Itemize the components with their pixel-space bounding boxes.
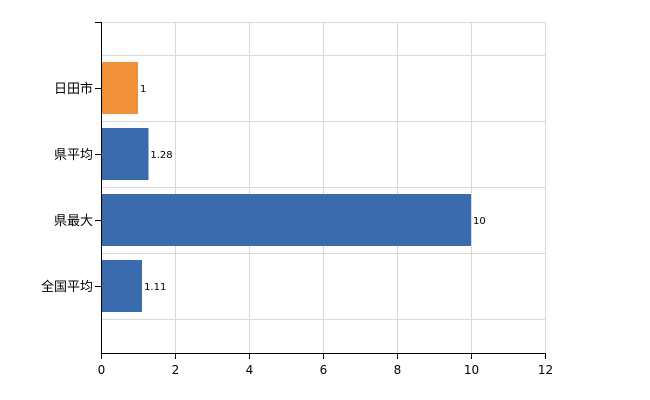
bars xyxy=(102,62,471,312)
x-tick-label-5: 10 xyxy=(464,363,479,377)
data-label-0: 1 xyxy=(140,84,146,95)
category-label-1: 県平均 xyxy=(54,148,93,163)
bar-2 xyxy=(102,194,471,246)
bar-1 xyxy=(102,128,149,180)
x-tick-label-4: 8 xyxy=(394,363,402,377)
data-label-1: 1.28 xyxy=(150,150,172,161)
x-tick-label-0: 0 xyxy=(98,363,106,377)
bar-3 xyxy=(102,260,143,312)
x-tick-label-1: 2 xyxy=(172,363,180,377)
x-tick-label-3: 6 xyxy=(320,363,328,377)
data-label-2: 10 xyxy=(473,216,486,227)
bar-0 xyxy=(102,62,138,114)
grid xyxy=(101,22,546,353)
x-tick-label-2: 4 xyxy=(246,363,254,377)
data-label-3: 1.11 xyxy=(144,282,166,293)
axes xyxy=(95,22,546,359)
category-label-0: 日田市 xyxy=(54,81,93,97)
category-label-2: 県最大 xyxy=(54,214,93,229)
category-label-3: 全国平均 xyxy=(41,279,93,295)
x-tick-label-6: 12 xyxy=(538,363,553,377)
